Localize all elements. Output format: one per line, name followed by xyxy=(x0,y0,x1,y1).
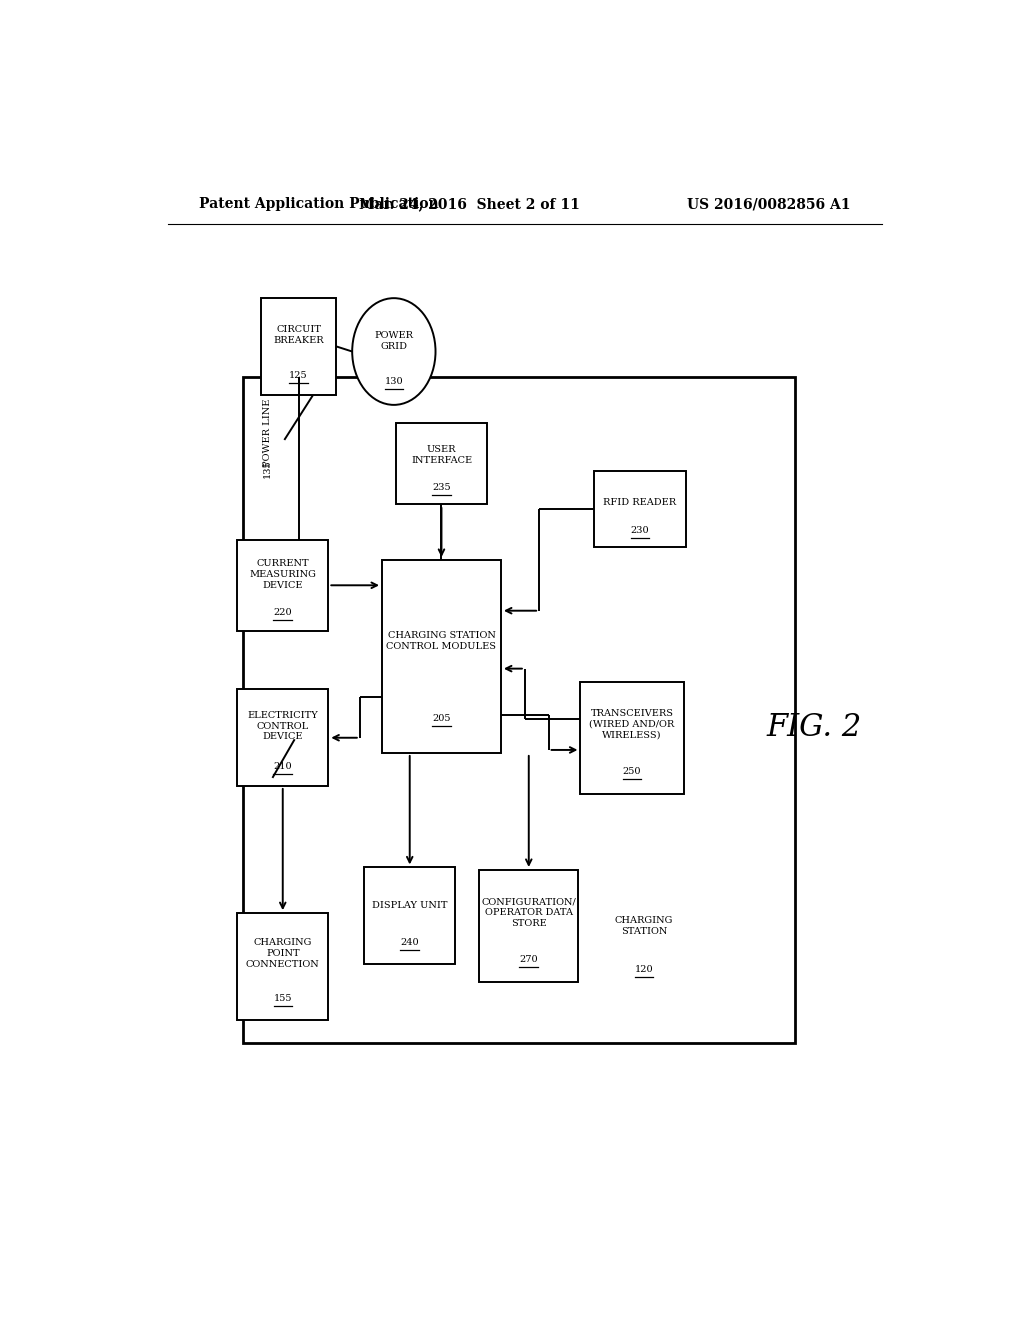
Bar xyxy=(479,870,579,982)
Bar xyxy=(238,689,329,785)
Bar xyxy=(243,378,795,1043)
Bar xyxy=(261,298,336,395)
Text: 135: 135 xyxy=(263,459,272,478)
Text: 230: 230 xyxy=(631,525,649,535)
Text: CHARGING STATION
CONTROL MODULES: CHARGING STATION CONTROL MODULES xyxy=(386,631,497,651)
Text: Patent Application Publication: Patent Application Publication xyxy=(200,197,439,211)
Text: 240: 240 xyxy=(400,939,419,948)
Text: ELECTRICITY
CONTROL
DEVICE: ELECTRICITY CONTROL DEVICE xyxy=(248,711,318,742)
Text: 220: 220 xyxy=(273,609,292,618)
Text: 125: 125 xyxy=(290,371,308,380)
Text: 250: 250 xyxy=(623,767,641,776)
Text: Mar. 24, 2016  Sheet 2 of 11: Mar. 24, 2016 Sheet 2 of 11 xyxy=(358,197,580,211)
Text: 120: 120 xyxy=(635,965,653,974)
Text: DISPLAY UNIT: DISPLAY UNIT xyxy=(372,902,447,911)
Text: US 2016/0082856 A1: US 2016/0082856 A1 xyxy=(687,197,850,211)
Ellipse shape xyxy=(352,298,435,405)
Text: 155: 155 xyxy=(273,994,292,1003)
Bar xyxy=(594,471,685,548)
Text: 210: 210 xyxy=(273,762,292,771)
Text: TRANSCEIVERS
(WIRED AND/OR
WIRELESS): TRANSCEIVERS (WIRED AND/OR WIRELESS) xyxy=(589,709,675,739)
Text: FIG. 2: FIG. 2 xyxy=(767,711,862,743)
Bar xyxy=(238,913,329,1020)
Bar xyxy=(238,540,329,631)
Text: 270: 270 xyxy=(519,954,538,964)
Text: CIRCUIT
BREAKER: CIRCUIT BREAKER xyxy=(273,325,324,345)
Text: 205: 205 xyxy=(432,714,451,723)
Bar xyxy=(581,682,684,793)
Text: RFID READER: RFID READER xyxy=(603,499,677,507)
Text: USER
INTERFACE: USER INTERFACE xyxy=(411,445,472,465)
Bar xyxy=(382,560,501,752)
Text: CHARGING
POINT
CONNECTION: CHARGING POINT CONNECTION xyxy=(246,939,319,969)
Bar xyxy=(365,867,456,964)
Text: CHARGING
STATION: CHARGING STATION xyxy=(614,916,673,936)
Text: 130: 130 xyxy=(385,378,403,385)
Text: POWER LINE: POWER LINE xyxy=(263,399,272,467)
Text: 235: 235 xyxy=(432,483,451,492)
Bar xyxy=(396,422,487,504)
Text: CONFIGURATION/
OPERATOR DATA
STORE: CONFIGURATION/ OPERATOR DATA STORE xyxy=(481,898,577,928)
Text: CURRENT
MEASURING
DEVICE: CURRENT MEASURING DEVICE xyxy=(249,560,316,590)
Text: POWER
GRID: POWER GRID xyxy=(375,331,414,351)
